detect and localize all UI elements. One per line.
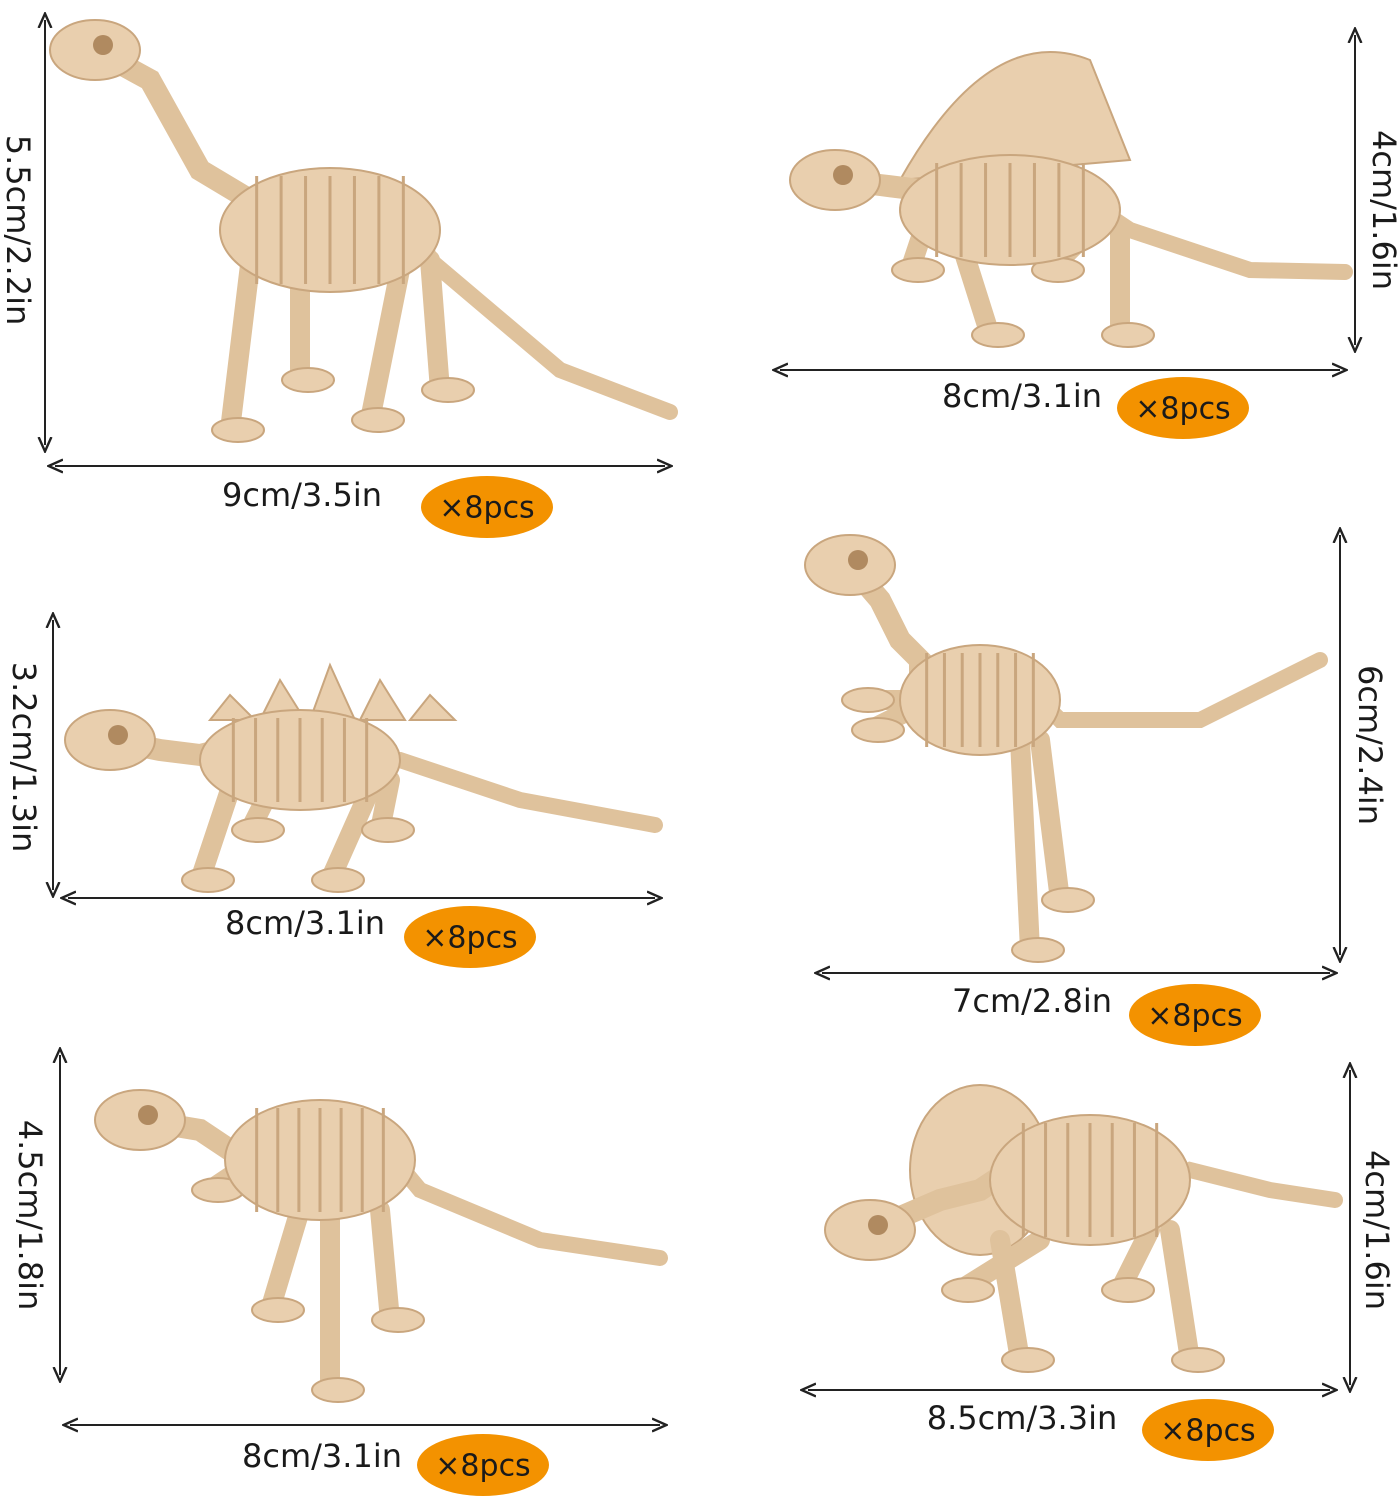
plate: [358, 677, 407, 721]
height-label: 3.2cm/1.3in: [5, 662, 43, 853]
foot: [251, 1297, 305, 1323]
dinosaur-card: 4.5cm/1.8in 8cm/3.1in ×8pcs: [11, 1055, 668, 1496]
leg: [360, 260, 410, 430]
quantity-label: ×8pcs: [1160, 1414, 1255, 1449]
leg: [420, 250, 450, 400]
skeleton-figure: [49, 19, 678, 443]
skeleton-figure: [824, 1084, 1343, 1373]
quantity-badge: [1129, 984, 1261, 1046]
eye-socket: [868, 1215, 888, 1235]
eye-socket: [93, 35, 113, 55]
foot: [361, 817, 415, 843]
width-label: 8cm/3.1in: [225, 904, 385, 942]
quantity-label: ×8pcs: [422, 921, 517, 956]
quantity-badge: [1117, 377, 1249, 439]
dinosaur-card: 5.5cm/2.2in 9cm/3.5in ×8pcs: [0, 19, 678, 538]
tail: [1092, 202, 1353, 280]
skeleton-figure: [804, 534, 1328, 963]
leg: [1160, 1220, 1200, 1370]
dinosaur-card: 4cm/1.6in 8cm/3.1in ×8pcs: [780, 35, 1400, 439]
foot: [1001, 1347, 1055, 1373]
quantity-label: ×8pcs: [1135, 392, 1230, 427]
foot: [1101, 1277, 1155, 1303]
skeleton-figure: [789, 51, 1353, 348]
dinosaur-card: 4cm/1.6in 8.5cm/3.3in ×8pcs: [808, 1070, 1396, 1461]
tail: [372, 752, 663, 833]
width-label: 8.5cm/3.3in: [927, 1399, 1118, 1437]
foot: [1101, 322, 1155, 348]
content: 5.5cm/2.2in 9cm/3.5in ×8pcs 4cm/1.6in 8cm/3.…: [0, 20, 1400, 1496]
foot: [1011, 937, 1065, 963]
height-label: 4cm/1.6in: [1358, 1150, 1396, 1310]
foot: [971, 322, 1025, 348]
foot: [851, 717, 905, 743]
eye-socket: [108, 725, 128, 745]
width-label: 9cm/3.5in: [222, 476, 382, 514]
leg: [1030, 730, 1070, 910]
leg: [1010, 730, 1040, 960]
foot: [841, 687, 895, 713]
leg: [320, 780, 380, 890]
foot: [311, 867, 365, 893]
eye-socket: [848, 550, 868, 570]
quantity-label: ×8pcs: [1147, 999, 1242, 1034]
skeleton-figure: [94, 1089, 668, 1403]
dinosaur-card: 6cm/2.4in 7cm/2.8in ×8pcs: [804, 534, 1389, 1046]
foot: [351, 407, 405, 433]
skeleton-figure: [64, 662, 663, 893]
quantity-label: ×8pcs: [435, 1449, 530, 1484]
eye-socket: [138, 1105, 158, 1125]
height-label: 4.5cm/1.8in: [11, 1120, 49, 1311]
quantity-label: ×8pcs: [439, 491, 534, 526]
quantity-badge: [1142, 1399, 1274, 1461]
foot: [281, 367, 335, 393]
leg: [370, 1200, 400, 1330]
quantity-badge: [404, 906, 536, 968]
width-label: 7cm/2.8in: [952, 982, 1112, 1020]
height-label: 5.5cm/2.2in: [0, 135, 37, 326]
tail: [1162, 1161, 1343, 1208]
foot: [231, 817, 285, 843]
height-label: 6cm/2.4in: [1351, 665, 1389, 825]
quantity-badge: [421, 476, 553, 538]
width-label: 8cm/3.1in: [942, 377, 1102, 415]
plate: [407, 693, 458, 721]
foot: [891, 257, 945, 283]
tail: [387, 1152, 668, 1266]
leg: [220, 255, 260, 440]
foot: [211, 417, 265, 443]
foot: [1041, 887, 1095, 913]
foot: [1171, 1347, 1225, 1373]
foot: [371, 1307, 425, 1333]
foot: [421, 377, 475, 403]
tail: [1032, 652, 1328, 728]
foot: [311, 1377, 365, 1403]
foot: [181, 867, 235, 893]
leg: [190, 780, 240, 890]
leg: [260, 1200, 310, 1320]
quantity-badge: [417, 1434, 549, 1496]
height-label: 4cm/1.6in: [1365, 130, 1400, 290]
width-label: 8cm/3.1in: [242, 1437, 402, 1475]
foot: [941, 1277, 995, 1303]
sail: [898, 51, 1132, 182]
dinosaur-card: 3.2cm/1.3in 8cm/3.1in ×8pcs: [5, 620, 663, 968]
eye-socket: [833, 165, 853, 185]
